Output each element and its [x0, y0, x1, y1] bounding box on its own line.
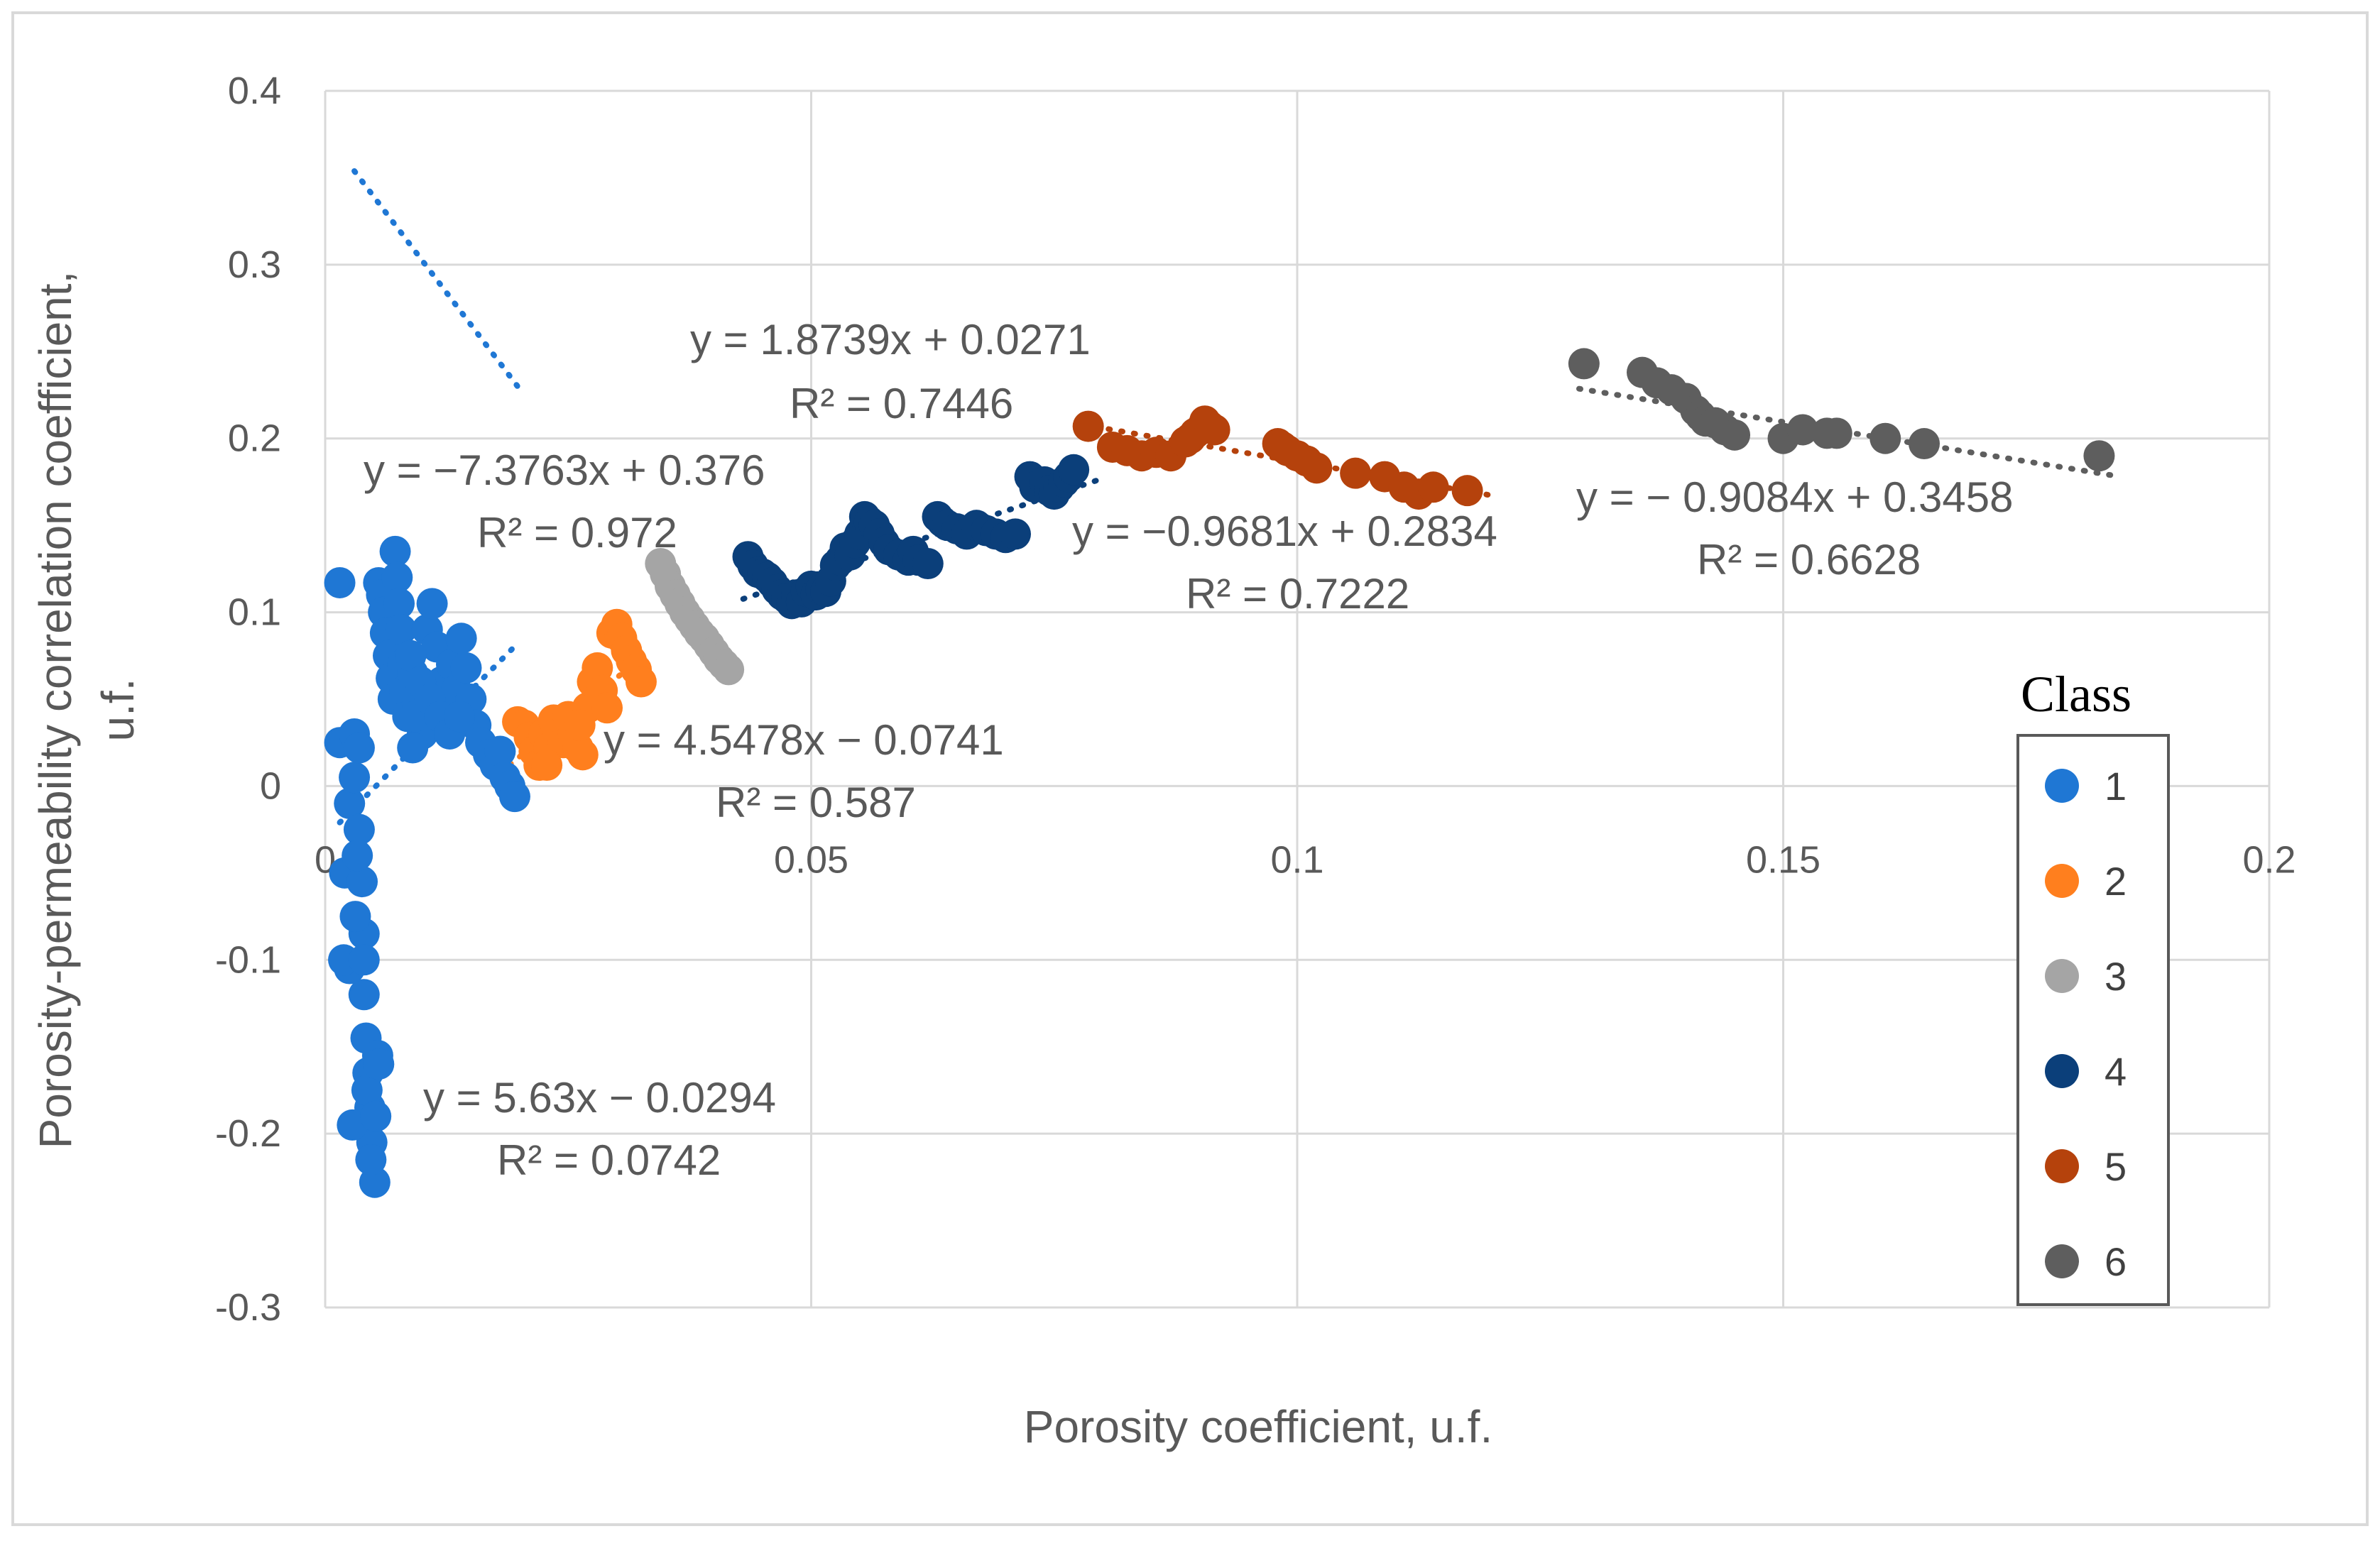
- eq-class1-lower: y = 5.63x − 0.0294: [423, 1074, 776, 1122]
- point-class-1: [346, 866, 378, 898]
- point-class-1: [484, 735, 516, 767]
- point-class-1: [343, 732, 375, 764]
- point-class-1: [450, 652, 482, 684]
- point-class-2: [531, 750, 563, 782]
- point-class-1: [339, 901, 371, 933]
- y-axis-title-line1: Porosity-permeability correlation coeffi…: [30, 271, 81, 1149]
- point-class-5: [1072, 410, 1104, 442]
- point-class-6: [1568, 348, 1600, 380]
- point-class-1: [360, 1100, 392, 1132]
- legend-label-class-3: 3: [2105, 954, 2127, 999]
- legend-label-class-5: 5: [2105, 1144, 2127, 1189]
- point-class-5: [1301, 452, 1333, 484]
- x-axis-ticks: 0 0.05 0.1 0.15 0.2: [315, 838, 2296, 881]
- legend: 1 2 3 4 5 6: [2045, 764, 2127, 1284]
- y-tick-label: 0.3: [228, 243, 281, 286]
- point-class-3: [713, 654, 745, 686]
- y-tick-label: -0.3: [215, 1286, 281, 1329]
- x-tick-label: 0.05: [774, 838, 848, 881]
- legend-label-class-1: 1: [2105, 764, 2127, 808]
- legend-label-class-6: 6: [2105, 1239, 2127, 1284]
- point-class-5: [1451, 475, 1483, 507]
- y-tick-label: 0.2: [228, 417, 281, 460]
- point-class-1: [379, 535, 411, 567]
- point-class-6: [1909, 428, 1940, 460]
- data-points: [324, 348, 2115, 1198]
- point-class-1: [397, 732, 429, 764]
- x-tick-label: 0.15: [1746, 838, 1821, 881]
- point-class-2: [591, 692, 623, 724]
- point-class-1: [348, 944, 380, 976]
- legend-marker-class-5: [2045, 1149, 2079, 1183]
- x-axis-title: Porosity coefficient, u.f.: [1024, 1401, 1492, 1452]
- point-class-1: [355, 1144, 387, 1175]
- y-axis-ticks: -0.3 -0.2 -0.1 0 0.1 0.2 0.3 0.4: [215, 70, 281, 1329]
- legend-marker-class-2: [2045, 864, 2079, 898]
- legend-box: [2016, 734, 2170, 1306]
- y-axis-title-line2: u.f.: [92, 679, 143, 742]
- r2-class1-upper: R² = 0.972: [477, 509, 677, 556]
- point-class-6: [1786, 414, 1818, 446]
- r2-class2: R² = 0.587: [716, 779, 916, 826]
- r2-class1-lower: R² = 0.0742: [497, 1136, 721, 1184]
- legend-marker-class-6: [2045, 1244, 2079, 1278]
- legend-title: Class: [2021, 666, 2131, 723]
- point-class-1: [342, 840, 373, 872]
- point-class-6: [2083, 440, 2115, 472]
- r2-class4: R² = 0.7446: [790, 380, 1013, 427]
- point-class-1: [383, 588, 415, 620]
- point-class-1: [343, 813, 375, 845]
- legend-marker-class-3: [2045, 959, 2079, 993]
- eq-class5: y = −0.9681x + 0.2834: [1072, 508, 1497, 555]
- point-class-5: [1199, 414, 1230, 446]
- point-class-1: [416, 588, 448, 620]
- point-class-2: [567, 739, 599, 771]
- y-tick-label: 0.1: [228, 591, 281, 634]
- point-class-1: [445, 623, 477, 654]
- point-class-1: [443, 701, 475, 733]
- point-class-1: [348, 979, 380, 1011]
- point-class-1: [363, 1048, 395, 1080]
- point-class-6: [1821, 417, 1852, 449]
- y-tick-label: -0.1: [215, 938, 281, 981]
- point-class-1: [351, 1074, 383, 1106]
- trendline-class-1: [351, 168, 523, 392]
- eq-class2: y = 4.5478x − 0.0741: [604, 716, 1004, 764]
- point-class-6: [1719, 419, 1751, 451]
- point-class-1: [324, 566, 356, 598]
- y-tick-label: 0: [260, 764, 281, 807]
- point-class-1: [334, 787, 366, 819]
- r2-class6: R² = 0.6628: [1697, 536, 1921, 583]
- point-class-4: [1058, 454, 1090, 486]
- legend-marker-class-1: [2045, 769, 2079, 803]
- point-class-2: [625, 666, 657, 698]
- point-class-1: [395, 640, 427, 671]
- x-tick-label: 0.1: [1270, 838, 1323, 881]
- x-tick-label: 0.2: [2242, 838, 2296, 881]
- point-class-1: [339, 762, 371, 794]
- y-tick-label: 0.4: [228, 70, 281, 112]
- eq-class4: y = 1.8739x + 0.0271: [690, 316, 1091, 363]
- y-tick-label: -0.2: [215, 1112, 281, 1155]
- point-class-1: [385, 614, 417, 646]
- point-class-4: [999, 518, 1031, 550]
- point-class-2: [564, 709, 596, 741]
- point-class-1: [381, 561, 413, 593]
- eq-class1-upper: y = −7.3763x + 0.376: [364, 446, 765, 494]
- point-class-6: [1869, 422, 1901, 454]
- legend-label-class-4: 4: [2105, 1049, 2127, 1094]
- r2-class5: R² = 0.7222: [1186, 570, 1409, 618]
- legend-marker-class-4: [2045, 1054, 2079, 1088]
- trendline-class-1-lower: [337, 643, 518, 826]
- eq-class6: y = − 0.9084x + 0.3458: [1576, 473, 2014, 521]
- legend-label-class-2: 2: [2105, 859, 2127, 904]
- point-class-5: [1417, 471, 1449, 503]
- point-class-5: [1340, 457, 1372, 489]
- point-class-1: [498, 781, 530, 813]
- gridlines: [324, 89, 2271, 1309]
- point-class-4: [912, 548, 944, 580]
